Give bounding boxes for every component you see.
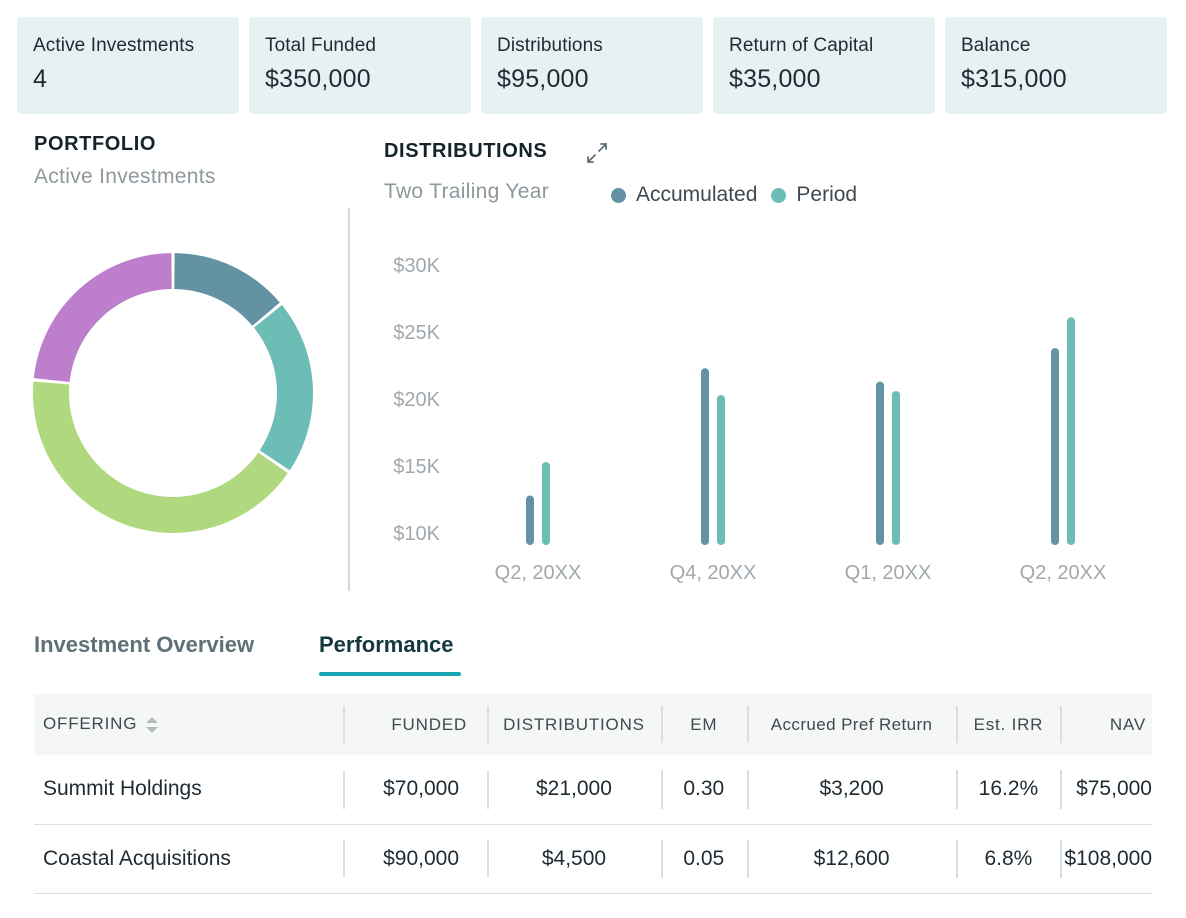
card-return-of-capital: Return of Capital $35,000 — [713, 17, 935, 114]
legend-label: Period — [796, 183, 858, 206]
header-distributions: DISTRIBUTIONS — [487, 694, 661, 755]
distributions-title: DISTRIBUTIONS — [384, 140, 548, 162]
table-row[interactable]: Coastal Acquisitions $90,000 $4,500 0.05… — [34, 824, 1152, 894]
card-value: 4 — [33, 65, 48, 93]
legend-dot-accumulated — [611, 187, 626, 203]
cell-nav: $108,000 — [1060, 824, 1152, 894]
sort-icon[interactable] — [145, 715, 159, 735]
y-tick-label: $15K — [393, 456, 440, 478]
summary-cards: Active Investments 4 Total Funded $350,0… — [17, 17, 1167, 114]
y-tick-label: $20K — [393, 389, 440, 411]
card-value: $350,000 — [265, 65, 371, 93]
x-tick-label: Q4, 20XX — [670, 562, 757, 584]
chart-legend: Accumulated Period — [611, 183, 871, 207]
card-value: $315,000 — [961, 65, 1067, 93]
cell-est-irr: 6.8% — [956, 824, 1061, 894]
expand-icon[interactable] — [584, 140, 610, 166]
y-tick-label: $10K — [393, 523, 440, 545]
donut-segment-3[interactable] — [33, 381, 288, 533]
header-em: EM — [660, 694, 747, 755]
portfolio-title: PORTFOLIO — [34, 133, 157, 155]
card-label: Balance — [961, 35, 1031, 56]
card-distributions: Distributions $95,000 — [481, 17, 703, 114]
y-tick-label: $25K — [393, 322, 440, 344]
cell-offering: Summit Holdings — [34, 755, 344, 825]
donut-segment-4[interactable] — [33, 253, 172, 382]
header-offering[interactable]: OFFERING — [34, 694, 343, 755]
header-funded: FUNDED — [343, 694, 487, 755]
card-value: $35,000 — [729, 65, 821, 93]
legend-dot-period — [771, 187, 787, 203]
distributions-subtitle: Two Trailing Year — [384, 180, 550, 203]
table-header-row: OFFERING FUNDED DISTRIBUTIONS EM Accrued… — [34, 694, 1152, 755]
portfolio-subtitle: Active Investments — [34, 165, 216, 188]
tab-performance[interactable]: Performance — [319, 632, 454, 657]
header-accrued-pref-return: Accrued Pref Return — [746, 694, 957, 755]
header-nav: NAV — [1060, 694, 1152, 755]
card-value: $95,000 — [497, 65, 589, 93]
tab-investment-overview[interactable]: Investment Overview — [34, 632, 255, 657]
x-tick-label: Q2, 20XX — [1020, 562, 1107, 584]
legend-label: Accumulated — [636, 183, 758, 206]
cell-accrued-pref-return: $3,200 — [746, 755, 957, 825]
table-row[interactable]: Summit Holdings $70,000 $21,000 0.30 $3,… — [34, 755, 1152, 825]
cell-accrued-pref-return: $12,600 — [746, 824, 957, 894]
distributions-bar-chart: $30K $25K $20K $15K $10K Q2, 20XX Q4, 20XX Q1, … — [393, 255, 1107, 584]
card-label: Total Funded — [265, 35, 377, 56]
cell-distributions: $4,500 — [487, 824, 661, 894]
active-tab-indicator — [319, 672, 461, 676]
cell-distributions: $21,000 — [487, 755, 661, 825]
cell-em: 0.30 — [660, 755, 747, 825]
cell-est-irr: 16.2% — [956, 755, 1061, 825]
card-balance: Balance $315,000 — [945, 17, 1167, 114]
y-tick-label: $30K — [393, 255, 440, 277]
section-divider — [348, 208, 350, 591]
cell-em: 0.05 — [660, 824, 747, 894]
header-est-irr: Est. IRR — [956, 694, 1060, 755]
donut-segment-2[interactable] — [253, 305, 314, 471]
header-label: OFFERING — [43, 714, 138, 734]
legend-item-period: Period — [771, 183, 857, 207]
cell-funded: $70,000 — [343, 755, 488, 825]
card-total-funded: Total Funded $350,000 — [249, 17, 471, 114]
card-active-investments: Active Investments 4 — [17, 17, 239, 114]
card-label: Return of Capital — [729, 35, 874, 56]
card-label: Active Investments — [33, 35, 195, 56]
cell-offering: Coastal Acquisitions — [34, 824, 344, 894]
cell-funded: $90,000 — [343, 824, 488, 894]
cell-nav: $75,000 — [1060, 755, 1152, 825]
performance-table: OFFERING FUNDED DISTRIBUTIONS EM Accrued… — [34, 694, 1152, 894]
x-tick-label: Q1, 20XX — [845, 562, 932, 584]
card-label: Distributions — [497, 35, 603, 56]
x-tick-label: Q2, 20XX — [495, 562, 582, 584]
donut-segment-1[interactable] — [174, 253, 280, 326]
legend-item-accumulated: Accumulated — [611, 183, 757, 207]
portfolio-donut-chart — [33, 253, 314, 533]
